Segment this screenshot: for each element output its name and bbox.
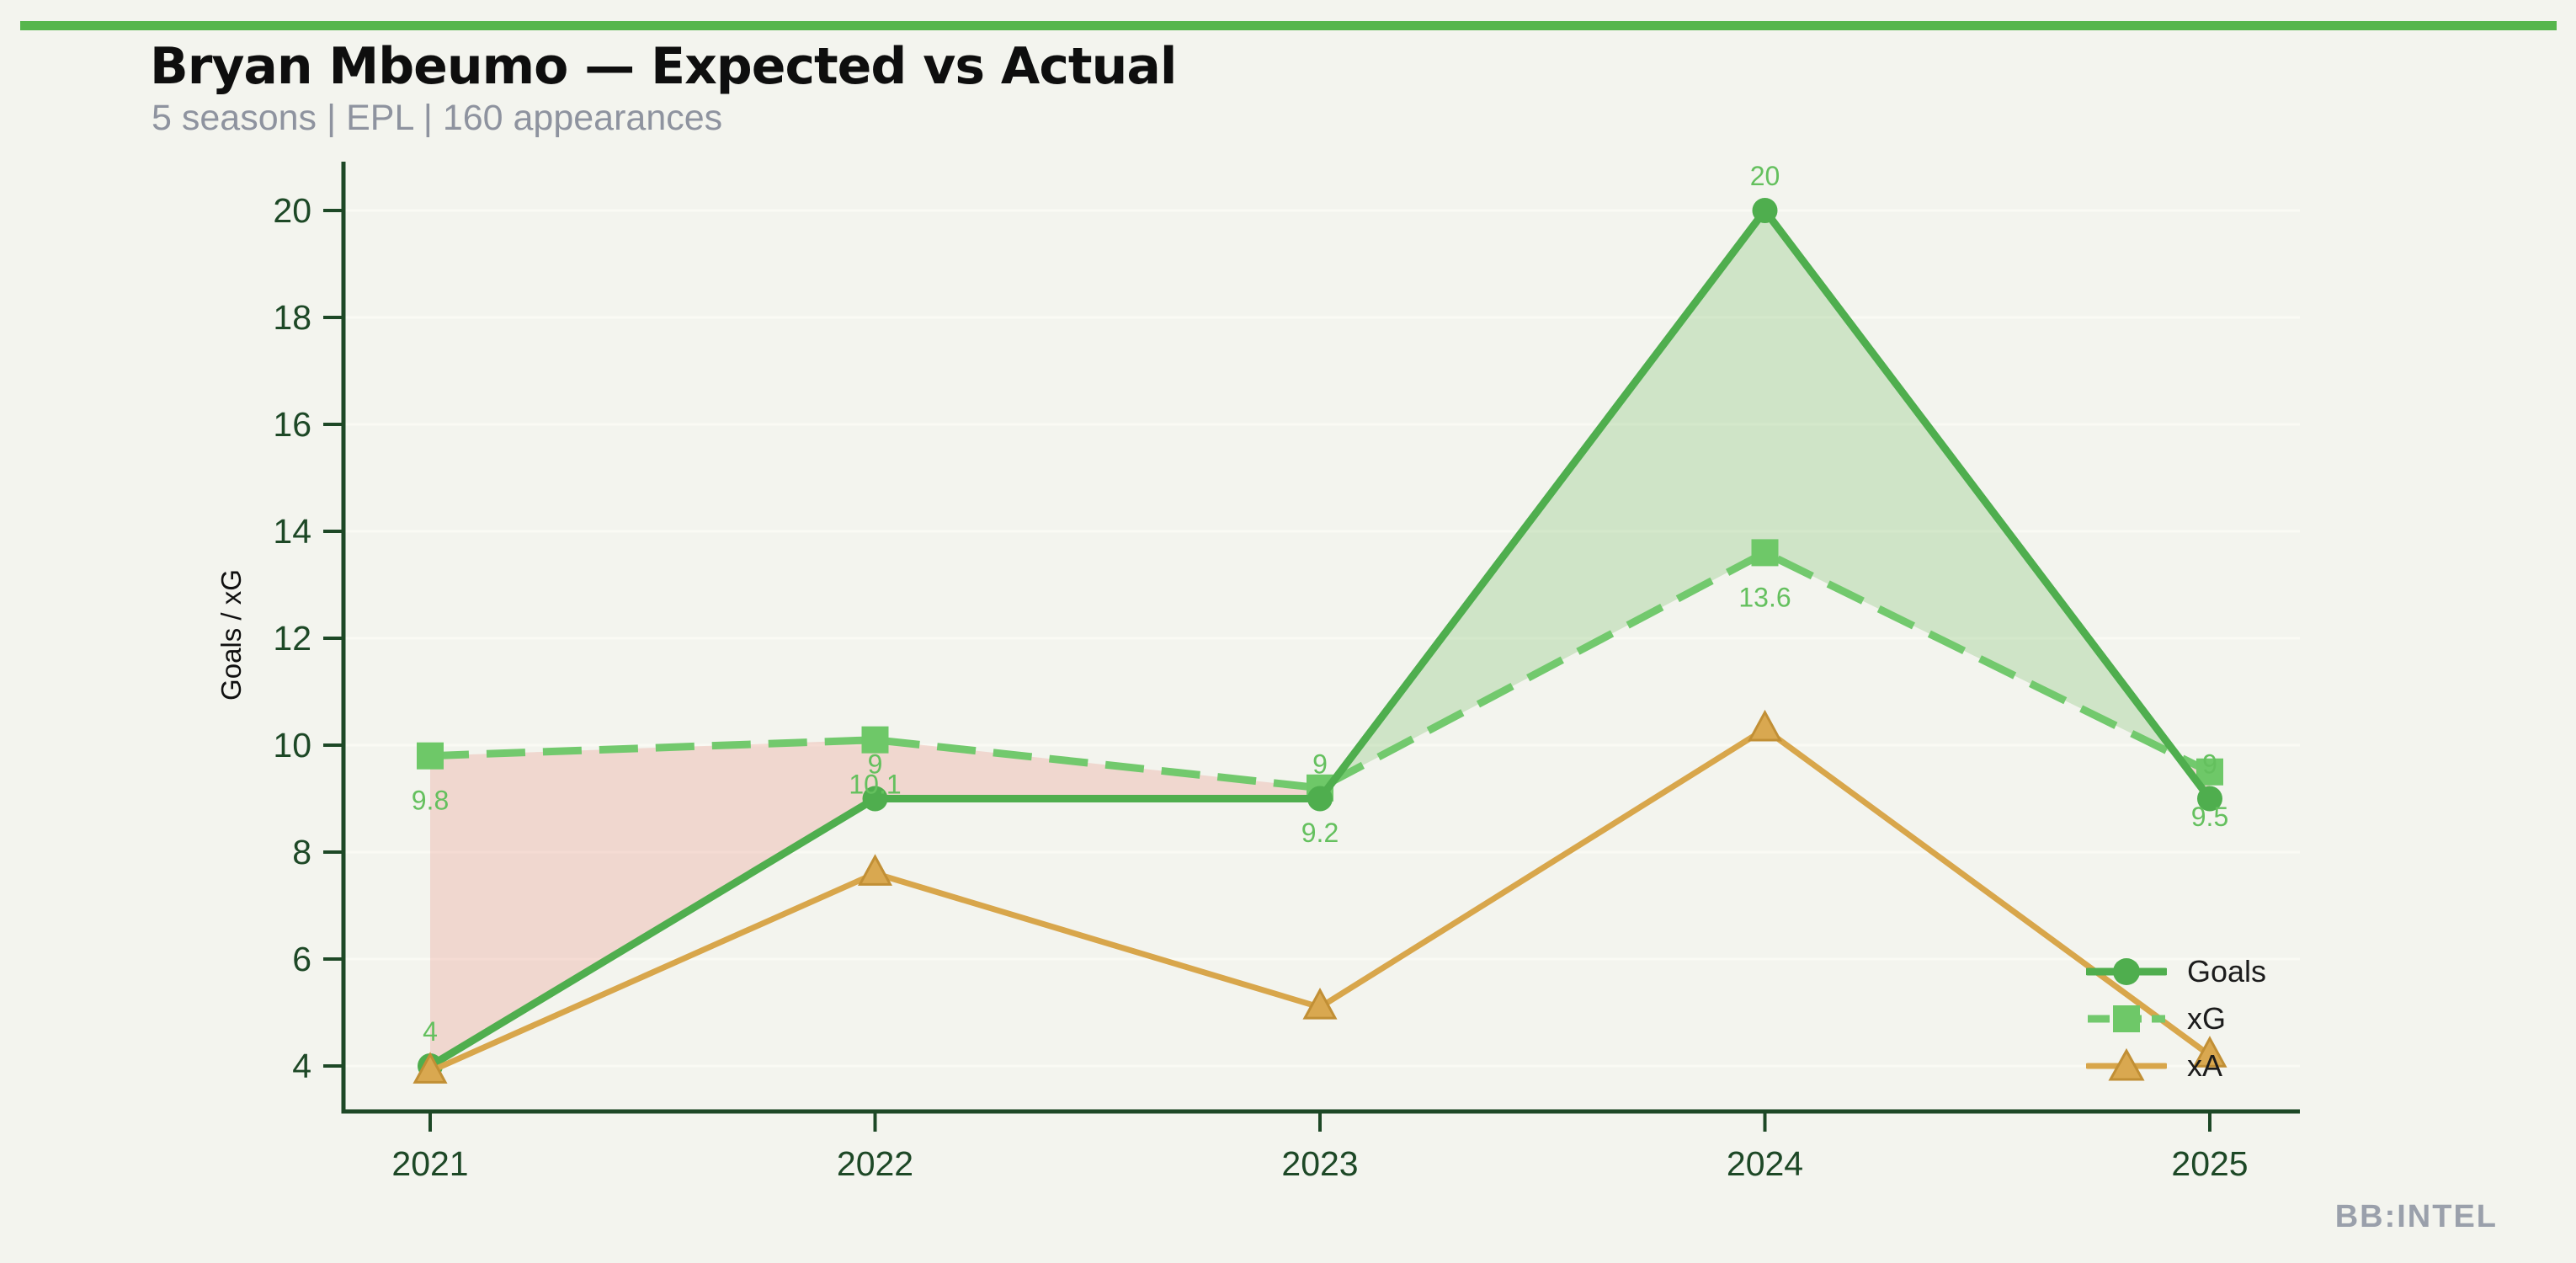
xa-point [857, 854, 893, 886]
xg-value-label: 10.1 [849, 770, 901, 800]
y-tick-label: 10 [273, 726, 311, 765]
xa-legend-marker-icon [2086, 1047, 2167, 1081]
xg-line [429, 548, 2211, 792]
goals-point [1307, 786, 1333, 812]
xg-value-label: 9.5 [2191, 802, 2228, 832]
y-tick-label: 12 [273, 619, 311, 658]
goals-point [862, 786, 888, 812]
xg-point [861, 726, 889, 754]
y-tick-label: 20 [273, 191, 311, 230]
y-tick-label: 18 [273, 298, 311, 337]
x-tick-label: 2024 [1727, 1144, 1803, 1183]
legend: Goals xG xA [2086, 948, 2266, 1090]
y-tick-label: 8 [292, 833, 311, 871]
x-tick-label: 2025 [2171, 1144, 2248, 1183]
y-tick-label: 16 [273, 405, 311, 444]
goals-value-label: 9 [868, 749, 883, 780]
xa-point [2192, 1036, 2227, 1068]
xg-value-label: 9.2 [1301, 818, 1339, 848]
goals-point [2197, 786, 2222, 812]
legend-label-xa: xA [2187, 1048, 2223, 1083]
y-tick-label: 4 [292, 1047, 311, 1085]
xg-legend-marker-icon [2088, 1005, 2165, 1032]
xa-point [412, 1052, 448, 1084]
x-tick-label: 2022 [837, 1144, 913, 1183]
goals-point [1752, 198, 1778, 223]
chart-title: Bryan Mbeumo — Expected vs Actual [150, 37, 1177, 96]
y-axis-title: Goals / xG [216, 569, 247, 701]
goals-value-label: 9 [2202, 749, 2217, 780]
xa-point [1747, 709, 1783, 742]
fill-region-overperformance [1333, 210, 2178, 781]
goals-legend-marker-icon [2086, 958, 2167, 985]
x-tick-label: 2023 [1281, 1144, 1358, 1183]
goals-value-label: 20 [1750, 161, 1780, 191]
legend-item-xa: xA [2086, 1042, 2266, 1090]
brand-watermark: BB:INTEL [2334, 1199, 2498, 1234]
x-tick-label: 2021 [391, 1144, 468, 1183]
goals-value-label: 4 [423, 1016, 438, 1047]
xg-value-label: 9.8 [412, 786, 449, 816]
top-accent-bar [20, 21, 2557, 30]
legend-item-goals: Goals [2086, 948, 2266, 995]
xa-point [1302, 988, 1338, 1020]
xg-point [1751, 539, 1779, 567]
chart-subtitle: 5 seasons | EPL | 160 appearances [152, 98, 723, 138]
fill-region-underperformance [430, 739, 1333, 1066]
goals-value-label: 9 [1312, 749, 1328, 780]
axis-spines [341, 162, 2300, 1114]
legend-label-goals: Goals [2187, 954, 2267, 989]
y-tick-label: 6 [292, 940, 311, 978]
xg-point [417, 742, 444, 770]
legend-item-xg: xG [2086, 995, 2266, 1042]
xg-value-label: 13.6 [1738, 582, 1791, 612]
y-tick-label: 14 [273, 512, 311, 551]
legend-label-xg: xG [2187, 1001, 2227, 1036]
